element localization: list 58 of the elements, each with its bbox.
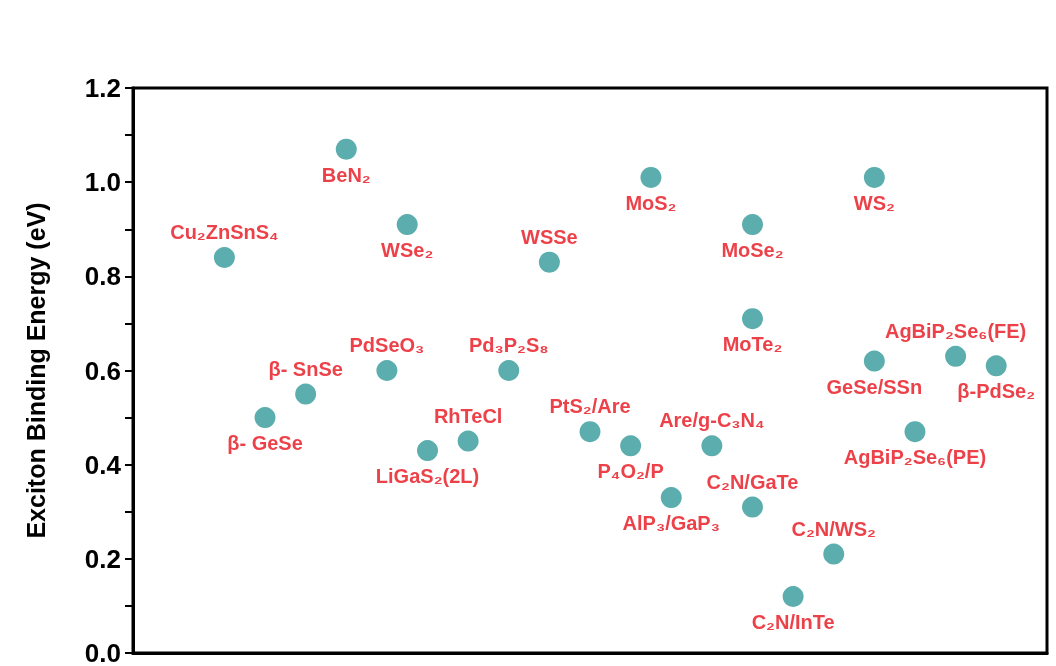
series-label: WS₂ <box>853 191 895 214</box>
series-label: WSSe <box>521 225 578 248</box>
point <box>823 543 845 565</box>
series-label: PtS₂/Are <box>549 395 631 418</box>
point <box>538 251 560 273</box>
point <box>742 496 763 518</box>
y-axis-title: Exciton Binding Energy (eV) <box>21 202 50 539</box>
point <box>701 435 723 457</box>
point <box>660 487 682 509</box>
y-tick-label: 0.4 <box>84 449 122 480</box>
y-tick-label: 1.0 <box>84 167 121 198</box>
series-label: C₂N/GaTe <box>706 470 799 493</box>
point <box>985 355 1007 377</box>
point <box>782 586 804 607</box>
series-label: AgBiP₂Se₆(PE) <box>843 446 987 469</box>
series-label: C₂N/InTe <box>751 611 835 633</box>
series-label: AgBiP₂Se₆(FE) <box>884 319 1027 342</box>
series-label: GeSe/SSn <box>826 375 923 398</box>
y-tick-label: 0.0 <box>84 638 121 666</box>
point <box>396 214 418 236</box>
series-label: Are/g-C₃N₄ <box>659 409 765 432</box>
series-label: LiGaS₂(2L) <box>375 465 480 488</box>
series-label: Cu₂ZnSnS₄ <box>170 221 279 243</box>
point <box>254 407 276 429</box>
point <box>945 345 967 367</box>
series-label: P₄O₂/P <box>597 460 664 483</box>
point <box>295 383 317 405</box>
point <box>863 350 885 372</box>
point <box>904 421 926 443</box>
point <box>640 166 662 188</box>
point <box>498 360 520 381</box>
series-label: Pd₃P₂S₈ <box>468 334 549 356</box>
series-label: BeN₂ <box>321 163 371 186</box>
point <box>620 435 642 457</box>
point <box>863 166 885 188</box>
series-label: AlP₃/GaP₃ <box>622 512 720 535</box>
y-tick-label: 1.2 <box>84 73 121 103</box>
point <box>376 360 398 381</box>
y-tick-label: 0.8 <box>84 261 121 292</box>
series-label: β- SnSe <box>268 357 343 380</box>
series-label: β- GeSe <box>227 432 303 455</box>
series-label: RhTeCl <box>433 404 503 427</box>
series-label: C₂N/WS₂ <box>791 517 876 540</box>
point <box>457 430 479 452</box>
y-tick-label: 0.2 <box>84 543 121 574</box>
series-label: MoTe₂ <box>722 333 783 356</box>
series-label: WSe₂ <box>381 239 434 262</box>
point <box>579 421 601 443</box>
series-label: β-PdSe₂ <box>957 380 1036 403</box>
series-label: PdSeO₃ <box>349 334 425 356</box>
y-tick-label: 0.6 <box>84 355 121 386</box>
point <box>742 308 763 330</box>
point <box>417 440 439 462</box>
series-label: MoSe₂ <box>721 239 784 262</box>
point <box>213 247 235 268</box>
point <box>742 214 763 236</box>
series-label: MoS₂ <box>625 191 677 214</box>
point <box>335 138 357 160</box>
